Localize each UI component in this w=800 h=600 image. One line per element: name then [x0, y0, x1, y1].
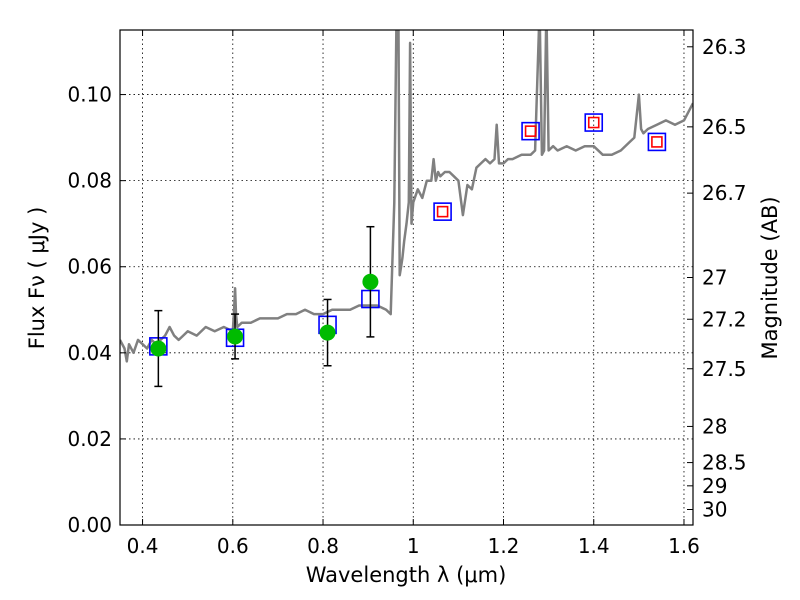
x-tick-label: 1: [407, 534, 420, 558]
observed-square-marker: [651, 136, 663, 148]
plot-area: [120, 30, 693, 388]
x-axis-label: Wavelength λ (μm): [306, 563, 507, 587]
observed-point: [319, 324, 336, 341]
y-tick-label: 0.00: [67, 513, 112, 537]
x-tick-label: 0.4: [127, 534, 159, 558]
plot-frame: [119, 29, 694, 526]
right-tick-label: 29: [702, 474, 727, 498]
y-tick-label: 0.08: [67, 169, 112, 193]
y-tick-label: 0.04: [67, 341, 112, 365]
right-tick-label: 27.5: [702, 357, 747, 381]
model-square-marker: [647, 132, 667, 152]
axis-ticks: 0.4 0.6 0.8 1 1.2 1.4 1.6 0.00 0.02 0.04 0.06 0.08 0…: [67, 30, 747, 558]
right-axis-label: Magnitude (AB): [758, 196, 782, 359]
model-square-marker: [584, 113, 604, 132]
right-tick-label: 26.7: [702, 181, 747, 205]
right-tick-label: 26.3: [702, 35, 747, 59]
model-square-marker: [521, 121, 540, 141]
grid: [120, 30, 693, 525]
observed-point: [362, 273, 379, 290]
y-tick-label: 0.10: [67, 83, 112, 107]
right-tick-label: 26.5: [702, 115, 747, 139]
spectrum-line: [120, 30, 693, 363]
x-tick-label: 1.4: [578, 534, 610, 558]
right-tick-label: 30: [702, 498, 727, 522]
observed-square-marker: [524, 125, 537, 137]
x-tick-label: 1.6: [668, 534, 700, 558]
y-axis-label: Flux Fν ( μJy ): [25, 207, 49, 350]
right-tick-label: 28.5: [702, 451, 747, 475]
observed-square-marker: [587, 116, 600, 129]
model-square-marker: [433, 202, 452, 221]
observed-point: [227, 328, 244, 345]
x-tick-label: 0.6: [217, 534, 249, 558]
x-tick-label: 1.2: [488, 534, 520, 558]
observed-point: [150, 340, 167, 357]
x-tick-label: 0.8: [307, 534, 339, 558]
y-tick-label: 0.06: [67, 255, 112, 279]
right-tick-label: 27: [702, 266, 727, 290]
y-tick-label: 0.02: [67, 427, 112, 451]
right-tick-label: 27.2: [702, 307, 747, 331]
observed-square-marker: [436, 205, 449, 218]
right-tick-label: 28: [702, 414, 727, 438]
